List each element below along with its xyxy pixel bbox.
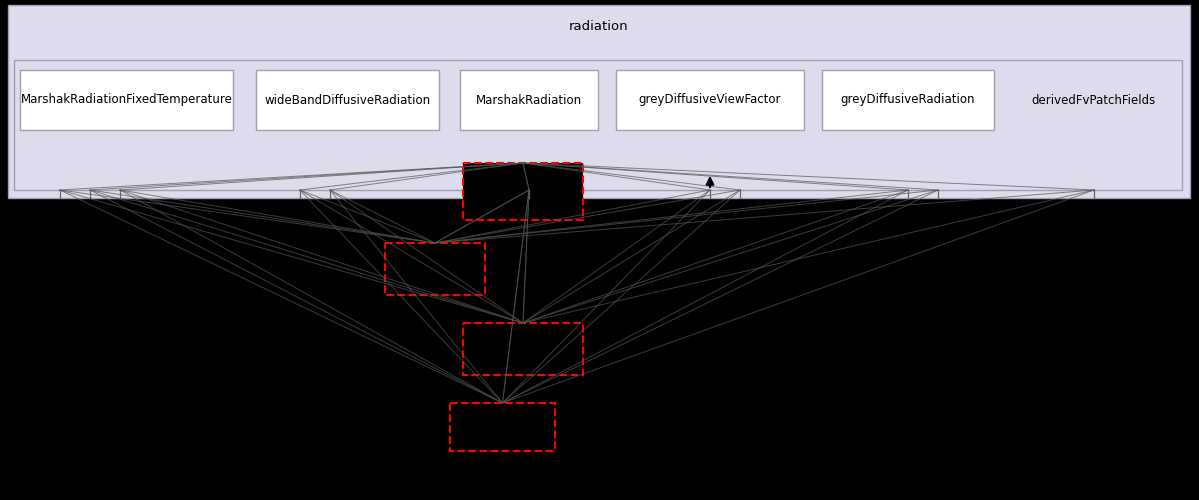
Bar <box>8 5 1189 198</box>
Text: wideBandDiffusiveRadiation: wideBandDiffusiveRadiation <box>265 94 430 106</box>
Bar <box>14 60 1182 190</box>
Bar <box>616 70 805 130</box>
Bar <box>460 70 598 130</box>
Text: MarshakRadiation: MarshakRadiation <box>476 94 582 106</box>
Text: derivedFvPatchFields: derivedFvPatchFields <box>1032 94 1156 106</box>
Text: MarshakRadiationFixedTemperature: MarshakRadiationFixedTemperature <box>20 94 233 106</box>
Bar <box>257 70 439 130</box>
Text: greyDiffusiveViewFactor: greyDiffusiveViewFactor <box>639 94 782 106</box>
Bar <box>463 323 583 375</box>
Bar <box>463 163 583 220</box>
Bar <box>385 243 486 295</box>
Bar <box>450 403 555 451</box>
Bar <box>1012 70 1176 130</box>
Text: greyDiffusiveRadiation: greyDiffusiveRadiation <box>840 94 975 106</box>
Bar <box>20 70 233 130</box>
Bar <box>823 70 994 130</box>
Text: radiation: radiation <box>570 20 628 34</box>
